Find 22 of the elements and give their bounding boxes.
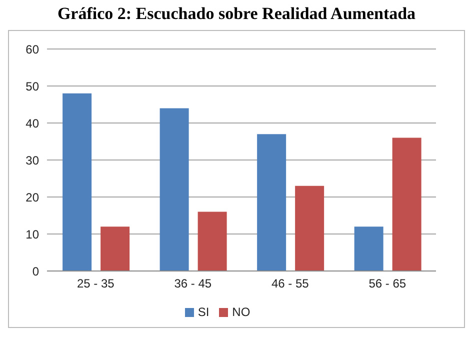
- x-tick-label: 46 - 55: [271, 276, 310, 291]
- x-tick-label: 36 - 45: [174, 276, 212, 291]
- bar: [62, 93, 92, 271]
- bar: [160, 108, 189, 271]
- bar: [295, 186, 324, 271]
- y-tick-label: 10: [26, 227, 40, 242]
- legend-label: SI: [198, 305, 210, 319]
- y-tick-label: 50: [26, 79, 40, 94]
- bar: [100, 226, 130, 271]
- x-tick-label: 56 - 65: [368, 276, 406, 291]
- bar: [392, 138, 422, 271]
- bar: [354, 226, 384, 271]
- y-tick-label: 0: [32, 264, 40, 278]
- bar: [257, 134, 286, 271]
- y-tick-label: 40: [26, 116, 40, 130]
- bar: [198, 212, 227, 271]
- y-tick-label: 30: [26, 153, 40, 168]
- y-tick-label: 20: [26, 190, 40, 204]
- x-tick-label: 25 - 35: [76, 276, 115, 291]
- y-tick-label: 60: [26, 42, 40, 56]
- legend-label: NO: [232, 305, 250, 319]
- chart-title: Gráfico 2: Escuchado sobre Realidad Aumentada: [56, 4, 417, 24]
